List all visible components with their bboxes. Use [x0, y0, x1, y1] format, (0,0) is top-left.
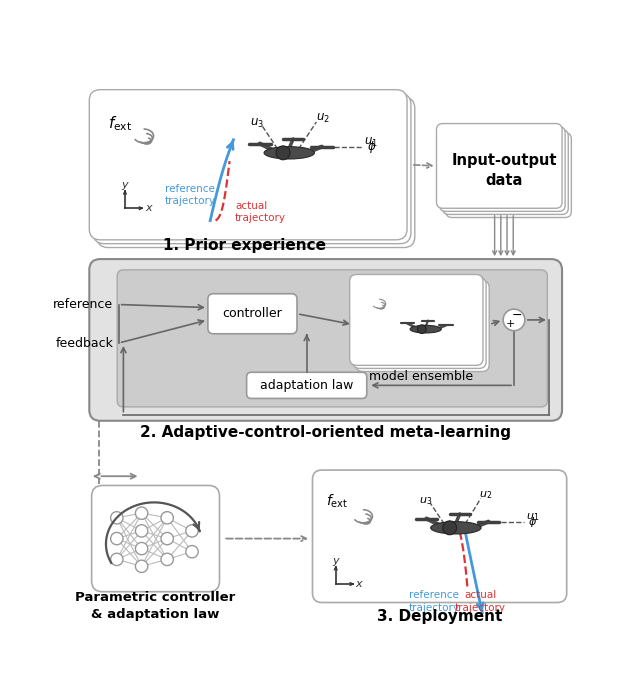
Circle shape — [111, 512, 123, 524]
FancyBboxPatch shape — [440, 127, 565, 212]
Ellipse shape — [264, 147, 314, 159]
Text: $\phi$: $\phi$ — [528, 515, 537, 529]
Circle shape — [161, 532, 173, 545]
FancyBboxPatch shape — [349, 274, 483, 365]
FancyBboxPatch shape — [93, 93, 411, 244]
FancyBboxPatch shape — [312, 470, 566, 603]
FancyBboxPatch shape — [90, 259, 562, 421]
FancyBboxPatch shape — [246, 372, 367, 398]
FancyBboxPatch shape — [436, 124, 562, 208]
Circle shape — [111, 553, 123, 566]
Circle shape — [503, 309, 525, 331]
FancyBboxPatch shape — [117, 270, 547, 407]
Text: $u_2$: $u_2$ — [316, 111, 330, 125]
Text: $f_{\mathrm{ext}}$: $f_{\mathrm{ext}}$ — [326, 492, 348, 509]
Text: $\phi$: $\phi$ — [367, 139, 376, 155]
Circle shape — [136, 525, 148, 537]
Ellipse shape — [410, 325, 441, 333]
Circle shape — [186, 546, 198, 557]
Text: $u_2$: $u_2$ — [479, 489, 492, 501]
Text: +: + — [506, 319, 515, 329]
Circle shape — [161, 553, 173, 566]
Text: $f_{\mathrm{ext}}$: $f_{\mathrm{ext}}$ — [108, 114, 132, 133]
Text: model ensemble: model ensemble — [369, 370, 473, 383]
FancyBboxPatch shape — [446, 133, 572, 217]
Text: 2. Adaptive-control-oriented meta-learning: 2. Adaptive-control-oriented meta-learni… — [140, 425, 511, 440]
Text: x: x — [145, 203, 152, 213]
Text: 3. Deployment: 3. Deployment — [377, 609, 502, 624]
FancyBboxPatch shape — [356, 280, 489, 372]
Text: y: y — [122, 180, 128, 190]
Text: $u_1$: $u_1$ — [525, 511, 539, 523]
Text: reference
trajectory: reference trajectory — [164, 184, 216, 206]
Text: 1. Prior experience: 1. Prior experience — [163, 238, 326, 253]
Text: adaptation law: adaptation law — [260, 379, 353, 392]
Text: actual
trajectory: actual trajectory — [235, 200, 286, 223]
FancyBboxPatch shape — [208, 294, 297, 334]
Text: −: − — [512, 309, 522, 322]
Circle shape — [443, 521, 457, 535]
Circle shape — [161, 512, 173, 524]
Circle shape — [417, 325, 426, 333]
Circle shape — [111, 532, 123, 545]
Circle shape — [186, 525, 198, 537]
Ellipse shape — [431, 521, 481, 534]
Circle shape — [136, 507, 148, 519]
Text: y: y — [332, 556, 339, 566]
Text: $u_3$: $u_3$ — [250, 117, 264, 130]
Text: x: x — [356, 579, 362, 589]
FancyBboxPatch shape — [359, 284, 492, 374]
Text: controller: controller — [223, 307, 282, 320]
FancyBboxPatch shape — [92, 486, 220, 592]
FancyBboxPatch shape — [443, 129, 568, 214]
Circle shape — [276, 146, 290, 160]
Text: reference: reference — [53, 298, 113, 311]
Text: $u_1$: $u_1$ — [364, 136, 378, 148]
Text: $u_3$: $u_3$ — [419, 495, 432, 507]
Circle shape — [136, 542, 148, 555]
Text: Parametric controller
& adaptation law: Parametric controller & adaptation law — [76, 591, 236, 621]
FancyBboxPatch shape — [353, 278, 486, 368]
FancyBboxPatch shape — [97, 97, 415, 248]
Text: reference
trajectory: reference trajectory — [409, 590, 460, 612]
FancyBboxPatch shape — [90, 90, 407, 240]
Text: actual
trajectory: actual trajectory — [455, 590, 506, 612]
Circle shape — [136, 560, 148, 573]
Text: feedback: feedback — [56, 336, 113, 349]
Text: Input-output
data: Input-output data — [451, 153, 557, 188]
